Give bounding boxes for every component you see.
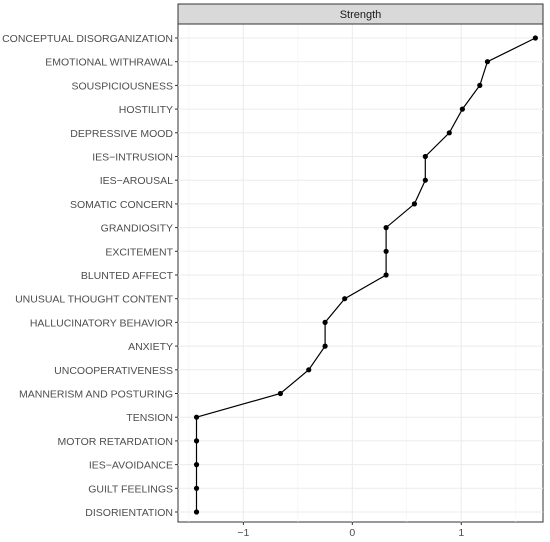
- y-tick-label: EMOTIONAL WITHRAWAL: [45, 57, 173, 69]
- data-point: [477, 82, 483, 88]
- x-tick-label: 0: [349, 527, 355, 539]
- y-tick-label: UNCOOPERATIVENESS: [54, 365, 173, 377]
- y-tick-label: TENSION: [126, 412, 173, 424]
- data-point: [422, 153, 428, 160]
- y-tick-label: MANNERISM AND POSTURING: [19, 389, 173, 401]
- y-tick-label: CONCEPTUAL DISORGANIZATION: [2, 33, 173, 45]
- y-tick-label: BLUNTED AFFECT: [81, 270, 174, 282]
- data-point: [446, 130, 452, 136]
- plot-panel: [178, 24, 543, 522]
- y-tick-label: DEPRESSIVE MOOD: [70, 128, 173, 140]
- data-point: [342, 296, 348, 302]
- y-tick-label: SOMATIC CONCERN: [70, 199, 173, 211]
- y-tick-label: IES−AVOIDANCE: [89, 460, 173, 472]
- facet-strip-label: Strength: [340, 9, 382, 21]
- data-point: [193, 509, 200, 515]
- x-tick-label: −1: [237, 527, 249, 539]
- y-tick-label: DISORIENTATION: [85, 507, 173, 519]
- y-tick-label: GUILT FEELINGS: [88, 483, 173, 495]
- data-point: [277, 390, 284, 397]
- y-tick-label: IES−AROUSAL: [100, 175, 173, 187]
- y-tick-label: HALLUCINATORY BEHAVIOR: [30, 317, 174, 329]
- data-point: [383, 225, 389, 231]
- data-point: [411, 201, 418, 207]
- data-point: [459, 106, 465, 112]
- y-tick-label: MOTOR RETARDATION: [58, 436, 174, 448]
- data-point: [306, 367, 312, 373]
- data-point: [484, 59, 491, 65]
- data-point: [193, 414, 200, 420]
- y-tick-label: IES−INTRUSION: [92, 152, 173, 164]
- data-point: [383, 248, 389, 254]
- data-point: [193, 438, 200, 444]
- data-point: [532, 35, 538, 41]
- x-tick-label: 1: [458, 527, 464, 539]
- y-tick-label: HOSTILITY: [119, 104, 173, 116]
- data-point: [322, 319, 328, 325]
- data-point: [193, 462, 200, 468]
- y-tick-label: UNUSUAL THOUGHT CONTENT: [15, 294, 173, 306]
- facet-strip: [177, 3, 544, 25]
- data-point: [383, 272, 389, 278]
- y-tick-label: SOUSPICIOUSNESS: [71, 80, 173, 92]
- y-tick-label: EXCITEMENT: [105, 246, 173, 258]
- data-point: [422, 177, 428, 183]
- data-point: [322, 343, 328, 349]
- y-tick-label: ANXIETY: [128, 341, 173, 353]
- data-point: [193, 485, 200, 491]
- y-tick-label: GRANDIOSITY: [101, 223, 173, 235]
